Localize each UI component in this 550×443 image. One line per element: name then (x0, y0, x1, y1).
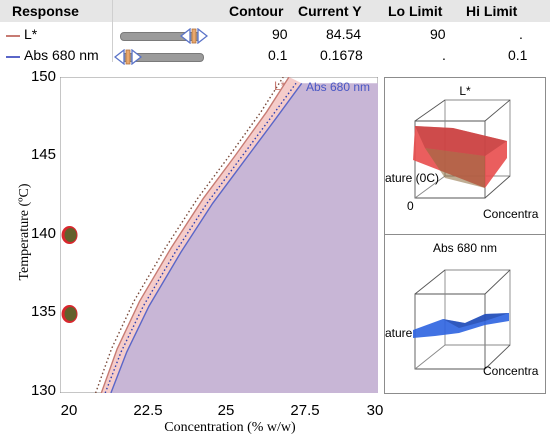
surface-l-star-graphic (413, 99, 511, 199)
table-row-abs-680: Abs 680 nm 0.1 0.1678 . 0.1 (0, 47, 550, 67)
row-name: Abs 680 nm (24, 47, 99, 63)
header-contour: Contour (229, 3, 284, 19)
header-hi-limit: Hi Limit (466, 3, 518, 19)
contour-label-l-star: L* (274, 79, 286, 93)
l-star-band-fill (101, 77, 302, 393)
l-star-hi-limit[interactable]: . (519, 26, 523, 42)
surface-plot-l-star[interactable]: L* ature (0C) 0 Concentra (384, 77, 546, 235)
table-row-l-star: L* 90 84.54 90 . (0, 26, 550, 46)
response-table-header: Response Contour Current Y Lo Limit Hi L… (0, 0, 550, 22)
y-tick-label: 140 (30, 225, 56, 242)
y-tick-label: 130 (30, 382, 56, 399)
table-divider (112, 0, 113, 62)
y-tick-label: 135 (30, 303, 56, 320)
abs-680-current-y: 0.1678 (320, 47, 363, 63)
abs-680-contour-value[interactable]: 0.1 (268, 47, 288, 63)
x-tick-label: 22.5 (133, 402, 163, 419)
panel-x-label: Concentra (483, 364, 539, 378)
l-star-slider-thumb-icon[interactable] (180, 28, 208, 44)
panel-x-label: Concentra (483, 207, 539, 221)
abs-legend-line-icon (6, 56, 20, 58)
panel-y-label: ature (0C) (385, 171, 440, 185)
series-abs-680-line (110, 82, 303, 393)
panel-origin-label: 0 (407, 199, 414, 213)
abs-680-hi-limit[interactable]: 0.1 (508, 47, 528, 63)
panel-title: L* (459, 84, 471, 98)
y-tick-label: 145 (30, 146, 56, 163)
l-star-lo-limit[interactable]: 90 (430, 26, 446, 42)
x-axis-label: Concentration (% w/w) (164, 420, 296, 435)
header-current-y: Current Y (298, 3, 362, 19)
series-abs-680-dotted-line (104, 82, 297, 393)
l-star-contour-value[interactable]: 90 (272, 26, 288, 42)
abs-680-lo-limit[interactable]: . (442, 47, 446, 63)
x-tick-label: 27.5 (290, 402, 320, 419)
surface-plot-abs-680[interactable]: Abs 680 nm ature Concentra (384, 234, 546, 394)
header-lo-limit: Lo Limit (388, 3, 443, 19)
contour-plot[interactable]: L* Abs 680 nm (60, 77, 378, 393)
x-tick-label: 20 (60, 402, 78, 419)
row-name: L* (24, 26, 38, 42)
l-star-legend-line-icon (6, 35, 20, 37)
x-tick-label: 30 (366, 402, 384, 419)
surface-abs-680-graphic (413, 269, 511, 370)
abs-680-slider-thumb-icon[interactable] (114, 49, 142, 65)
l-star-current-y: 84.54 (326, 26, 362, 42)
design-point-marker-core (64, 307, 77, 321)
y-tick-label: 150 (30, 68, 56, 85)
panel-title: Abs 680 nm (432, 241, 498, 255)
design-point-marker-core (64, 228, 77, 242)
contour-label-abs-680: Abs 680 nm (306, 80, 370, 94)
feasible-region-fill (110, 83, 378, 393)
panel-y-label: ature (385, 326, 413, 340)
header-response: Response (12, 3, 79, 19)
x-tick-label: 25 (217, 402, 235, 419)
y-axis-label: Temperature (ºC) (17, 183, 32, 281)
series-l-star-line (100, 77, 290, 393)
